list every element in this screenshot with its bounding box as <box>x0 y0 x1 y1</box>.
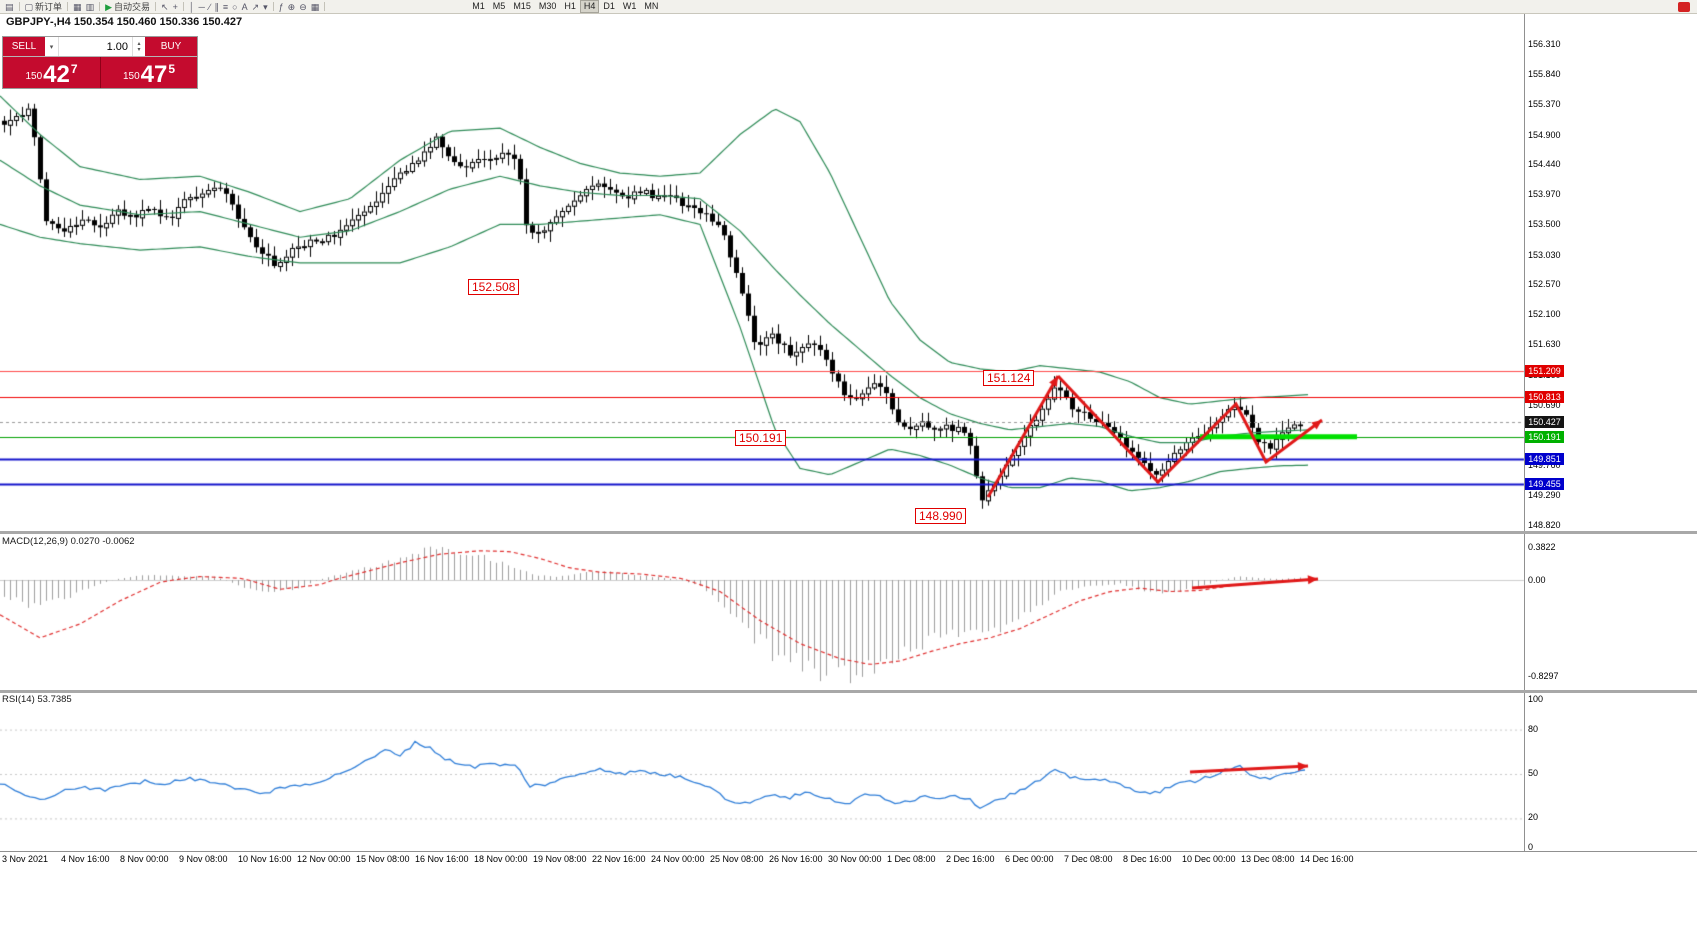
ask-pip-digit: 5 <box>168 62 176 76</box>
timeframe-h1-button[interactable]: H1 <box>564 1 576 11</box>
new-order-button[interactable]: ▢ 新订单 <box>23 1 65 13</box>
indicators-button[interactable]: ƒ <box>277 1 286 13</box>
channel-button[interactable]: ∥ <box>212 1 221 13</box>
trade-panel-controls: SELL ▾ ▴ ▾ BUY <box>3 37 197 57</box>
chart-window-button[interactable]: ▦ <box>71 1 84 13</box>
macd-indicator-label: MACD(12,26,9) 0.0270 -0.0062 <box>2 536 135 547</box>
bid-big-digits: 42 <box>43 61 70 88</box>
time-axis-separator <box>0 851 1697 852</box>
channel-icon: ∥ <box>214 1 219 12</box>
ellipse-icon: ○ <box>232 1 238 12</box>
zoom-out-button[interactable]: ⊖ <box>297 1 309 13</box>
autotrading-button-label: 自动交易 <box>114 1 151 12</box>
chart-window-icon: ▦ <box>73 1 82 12</box>
stepper-down-icon[interactable]: ▾ <box>137 46 141 53</box>
profiles-button[interactable]: ▥ <box>84 1 97 13</box>
candlestick-chart-icon: ▤ <box>5 1 14 12</box>
volume-stepper[interactable]: ▴ ▾ <box>132 37 145 56</box>
mt4-logo-icon[interactable] <box>1678 1 1690 12</box>
buy-button[interactable]: BUY <box>145 37 197 56</box>
trade-panel-prices: 150 42 7 150 47 5 <box>3 57 197 88</box>
zoom-in-icon: ⊕ <box>287 1 296 12</box>
timeframe-w1-button[interactable]: W1 <box>622 1 637 11</box>
toolbar-separator <box>272 2 274 11</box>
new-order-icon: ▢ <box>24 1 34 12</box>
crosshair-button[interactable]: + <box>171 1 180 13</box>
cursor-button[interactable]: ↖ <box>159 1 171 13</box>
toolbar-buttons: ▤ ▢ 新订单 ▦ ▥ ▶ 自动交易 ↖ + │ ─ ∕ ∥ ≡ ○ A ↗ ▾ ƒ ⊕ ⊖ ▦ <box>3 1 328 13</box>
toolbar-separator <box>18 2 20 11</box>
bid-prefix: 150 <box>25 71 43 82</box>
vertical-line-icon: │ <box>188 1 195 12</box>
macd-panel-separator[interactable] <box>0 531 1697 534</box>
order-dropdown-caret-icon[interactable]: ▾ <box>45 37 59 56</box>
text-icon: A <box>241 1 248 12</box>
stepper-up-icon[interactable]: ▴ <box>137 40 141 47</box>
horizontal-line-button[interactable]: ─ <box>196 1 206 13</box>
indicators-icon: ƒ <box>278 1 284 12</box>
rsi-indicator-label: RSI(14) 53.7385 <box>2 694 72 705</box>
timeframe-bar: M1 M5 M15 M30 H1 H4 D1 W1 MN <box>468 0 662 13</box>
arrows-button[interactable]: ↗ <box>250 1 262 13</box>
timeframe-mn-button[interactable]: MN <box>644 1 659 11</box>
horizontal-line-icon: ─ <box>198 1 205 12</box>
toolbar-separator <box>99 2 101 11</box>
shapes-button[interactable]: ○ <box>230 1 239 13</box>
rsi-panel-separator[interactable] <box>0 690 1697 693</box>
toolbar-separator <box>324 2 326 11</box>
bid-pip-digit: 7 <box>70 62 78 76</box>
timeframe-m5-button[interactable]: M5 <box>492 1 506 11</box>
bid-price-tile[interactable]: 150 42 7 <box>3 57 100 88</box>
zoom-out-icon: ⊖ <box>299 1 307 12</box>
toolbar-separator <box>155 2 157 11</box>
tile-windows-icon: ▦ <box>310 1 320 12</box>
fibonacci-button[interactable]: ≡ <box>221 1 230 13</box>
new-order-button-label: 新订单 <box>35 1 63 12</box>
zoom-in-button[interactable]: ⊕ <box>286 1 298 13</box>
one-click-trading-panel: SELL ▾ ▴ ▾ BUY 150 42 7 150 47 5 <box>2 36 198 89</box>
crosshair-icon: + <box>172 1 178 12</box>
timeframe-m1-button[interactable]: M1 <box>472 1 485 11</box>
timeframe-d1-button[interactable]: D1 <box>603 1 615 11</box>
timeframe-m15-button[interactable]: M15 <box>513 1 531 11</box>
autotrading-play-icon: ▶ <box>105 1 112 12</box>
price-axis-separator <box>1524 14 1525 852</box>
new-chart-button[interactable]: ▤ <box>3 1 16 13</box>
trendline-button[interactable]: ∕ <box>207 1 213 13</box>
trendline-icon: ∕ <box>208 1 211 12</box>
chevron-down-icon: ▾ <box>263 1 268 12</box>
profiles-icon: ▥ <box>85 1 95 12</box>
toolbar: ▤ ▢ 新订单 ▦ ▥ ▶ 自动交易 ↖ + │ ─ ∕ ∥ ≡ ○ A ↗ ▾ ƒ ⊕ ⊖ ▦ M1 M5 M15 M30 H1… <box>0 0 1697 14</box>
sell-button[interactable]: SELL <box>3 37 45 56</box>
toolbar-separator <box>182 2 184 11</box>
timeframe-h4-button[interactable]: H4 <box>579 0 600 13</box>
toolbar-separator <box>67 2 69 11</box>
timeframe-m30-button[interactable]: M30 <box>538 1 557 11</box>
ask-price-tile[interactable]: 150 47 5 <box>100 57 197 88</box>
volume-input[interactable] <box>59 37 132 56</box>
text-button[interactable]: A <box>240 1 250 13</box>
ask-prefix: 150 <box>122 71 140 82</box>
ask-big-digits: 47 <box>140 61 168 88</box>
fibonacci-icon: ≡ <box>222 1 229 12</box>
arrow-icon: ↗ <box>251 1 260 12</box>
objects-caret[interactable]: ▾ <box>261 1 270 13</box>
chart-symbol-info: GBPJPY-,H4 150.354 150.460 150.336 150.4… <box>6 16 243 28</box>
vertical-line-button[interactable]: │ <box>187 1 197 13</box>
cursor-icon: ↖ <box>161 1 169 12</box>
tile-windows-button[interactable]: ▦ <box>309 1 322 13</box>
autotrading-button[interactable]: ▶ 自动交易 <box>103 1 152 13</box>
